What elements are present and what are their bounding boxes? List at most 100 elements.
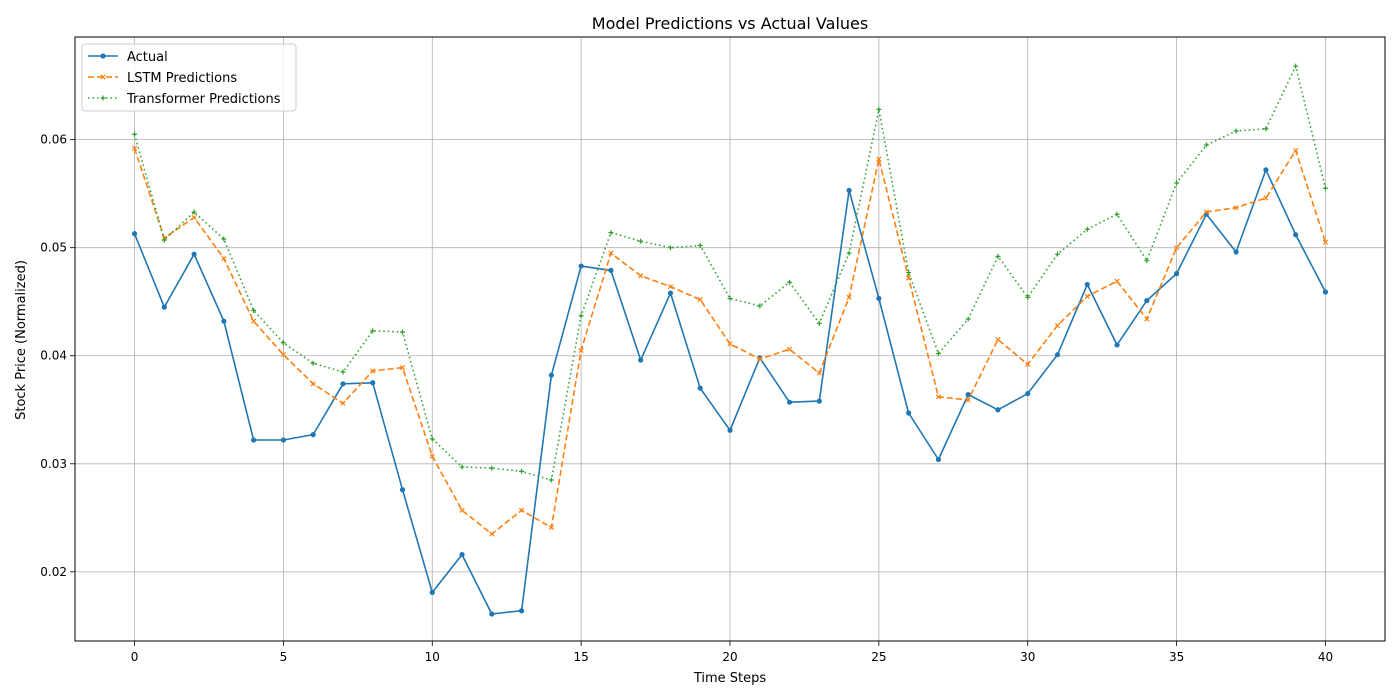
x-tick-label: 30 — [1020, 650, 1035, 664]
data-point — [1293, 147, 1299, 154]
data-point — [459, 464, 465, 470]
data-point — [1203, 142, 1209, 148]
data-point — [280, 340, 286, 346]
data-point — [608, 230, 614, 236]
data-point — [846, 187, 852, 194]
data-point — [1144, 258, 1150, 264]
data-point — [727, 295, 733, 301]
data-point — [638, 357, 644, 363]
data-point — [906, 410, 912, 416]
data-point — [1322, 185, 1328, 191]
data-point — [578, 347, 584, 353]
data-point — [667, 283, 674, 290]
data-point — [310, 381, 316, 387]
data-point — [697, 296, 703, 303]
data-point — [548, 524, 554, 531]
data-point — [816, 398, 822, 404]
data-point — [1084, 281, 1090, 288]
data-point — [310, 432, 316, 438]
data-point — [161, 237, 167, 243]
data-point — [370, 368, 376, 374]
data-point — [965, 392, 971, 398]
data-point — [608, 267, 614, 273]
data-point — [727, 341, 733, 347]
data-point — [906, 275, 912, 281]
data-point — [251, 307, 257, 313]
data-point — [429, 453, 435, 459]
data-point — [995, 336, 1001, 343]
data-point — [1263, 126, 1269, 132]
y-tick-label: 0.04 — [40, 349, 67, 363]
data-point — [1114, 211, 1120, 217]
data-point — [786, 346, 793, 352]
data-point — [846, 250, 852, 256]
legend-entries: Actual LSTM Predictions Transformer Predic… — [88, 50, 281, 107]
data-point — [131, 231, 138, 237]
data-point — [1025, 390, 1031, 397]
data-point — [1114, 278, 1120, 284]
data-point — [221, 255, 227, 262]
chart-title: Model Predictions vs Actual Values — [592, 14, 868, 33]
data-point — [935, 394, 942, 400]
data-point — [399, 487, 406, 493]
data-point — [1174, 180, 1180, 186]
data-point — [995, 407, 1001, 413]
data-point — [906, 270, 912, 276]
data-point — [251, 437, 257, 443]
data-point — [1084, 293, 1090, 299]
x-tick-label: 35 — [1169, 650, 1184, 664]
x-tick-label: 15 — [573, 650, 588, 664]
data-point — [667, 245, 673, 251]
x-tick-label: 5 — [280, 650, 288, 664]
data-point — [548, 372, 554, 378]
data-point — [876, 156, 882, 162]
legend-marker — [100, 74, 106, 80]
data-point — [1173, 271, 1180, 277]
data-point — [1322, 239, 1329, 245]
data-point — [1293, 232, 1299, 238]
data-point — [310, 360, 316, 366]
data-point — [370, 380, 376, 386]
data-point — [667, 290, 674, 296]
data-point — [1263, 195, 1269, 201]
data-point — [786, 399, 793, 405]
data-point — [131, 145, 138, 151]
x-tick-label: 0 — [131, 650, 139, 664]
data-point — [429, 589, 435, 595]
data-point — [1173, 245, 1180, 251]
legend-label: Transformer Predictions — [126, 92, 281, 107]
ticks: 0 5 10 15 20 25 30 35 40 0.02 0.03 0.04 0.05 0.06 — [40, 133, 1333, 664]
data-point — [727, 427, 733, 433]
data-point — [965, 316, 971, 322]
data-point — [1322, 289, 1329, 295]
data-point — [1055, 251, 1060, 257]
series-0 — [131, 167, 1329, 617]
legend-label: Actual — [127, 50, 168, 65]
data-point — [489, 531, 495, 537]
legend-marker — [100, 95, 106, 101]
y-tick-label: 0.05 — [40, 241, 67, 255]
data-point — [191, 251, 197, 257]
data-point — [876, 295, 882, 302]
data-point — [697, 243, 703, 249]
data-point — [935, 351, 941, 357]
data-point — [191, 209, 197, 215]
data-point — [1233, 249, 1239, 255]
data-point — [608, 250, 614, 256]
data-point — [489, 611, 495, 617]
data-point — [578, 263, 584, 269]
y-tick-label: 0.06 — [40, 133, 67, 147]
legend-label: LSTM Predictions — [127, 71, 237, 86]
data-point — [161, 304, 167, 310]
series-2 — [132, 63, 1328, 483]
data-point — [340, 369, 346, 375]
data-point — [221, 236, 227, 242]
data-point — [132, 131, 138, 137]
data-point — [876, 106, 882, 112]
data-point — [459, 551, 465, 558]
data-point — [221, 318, 227, 324]
data-point — [1054, 352, 1061, 358]
data-point — [459, 507, 465, 513]
